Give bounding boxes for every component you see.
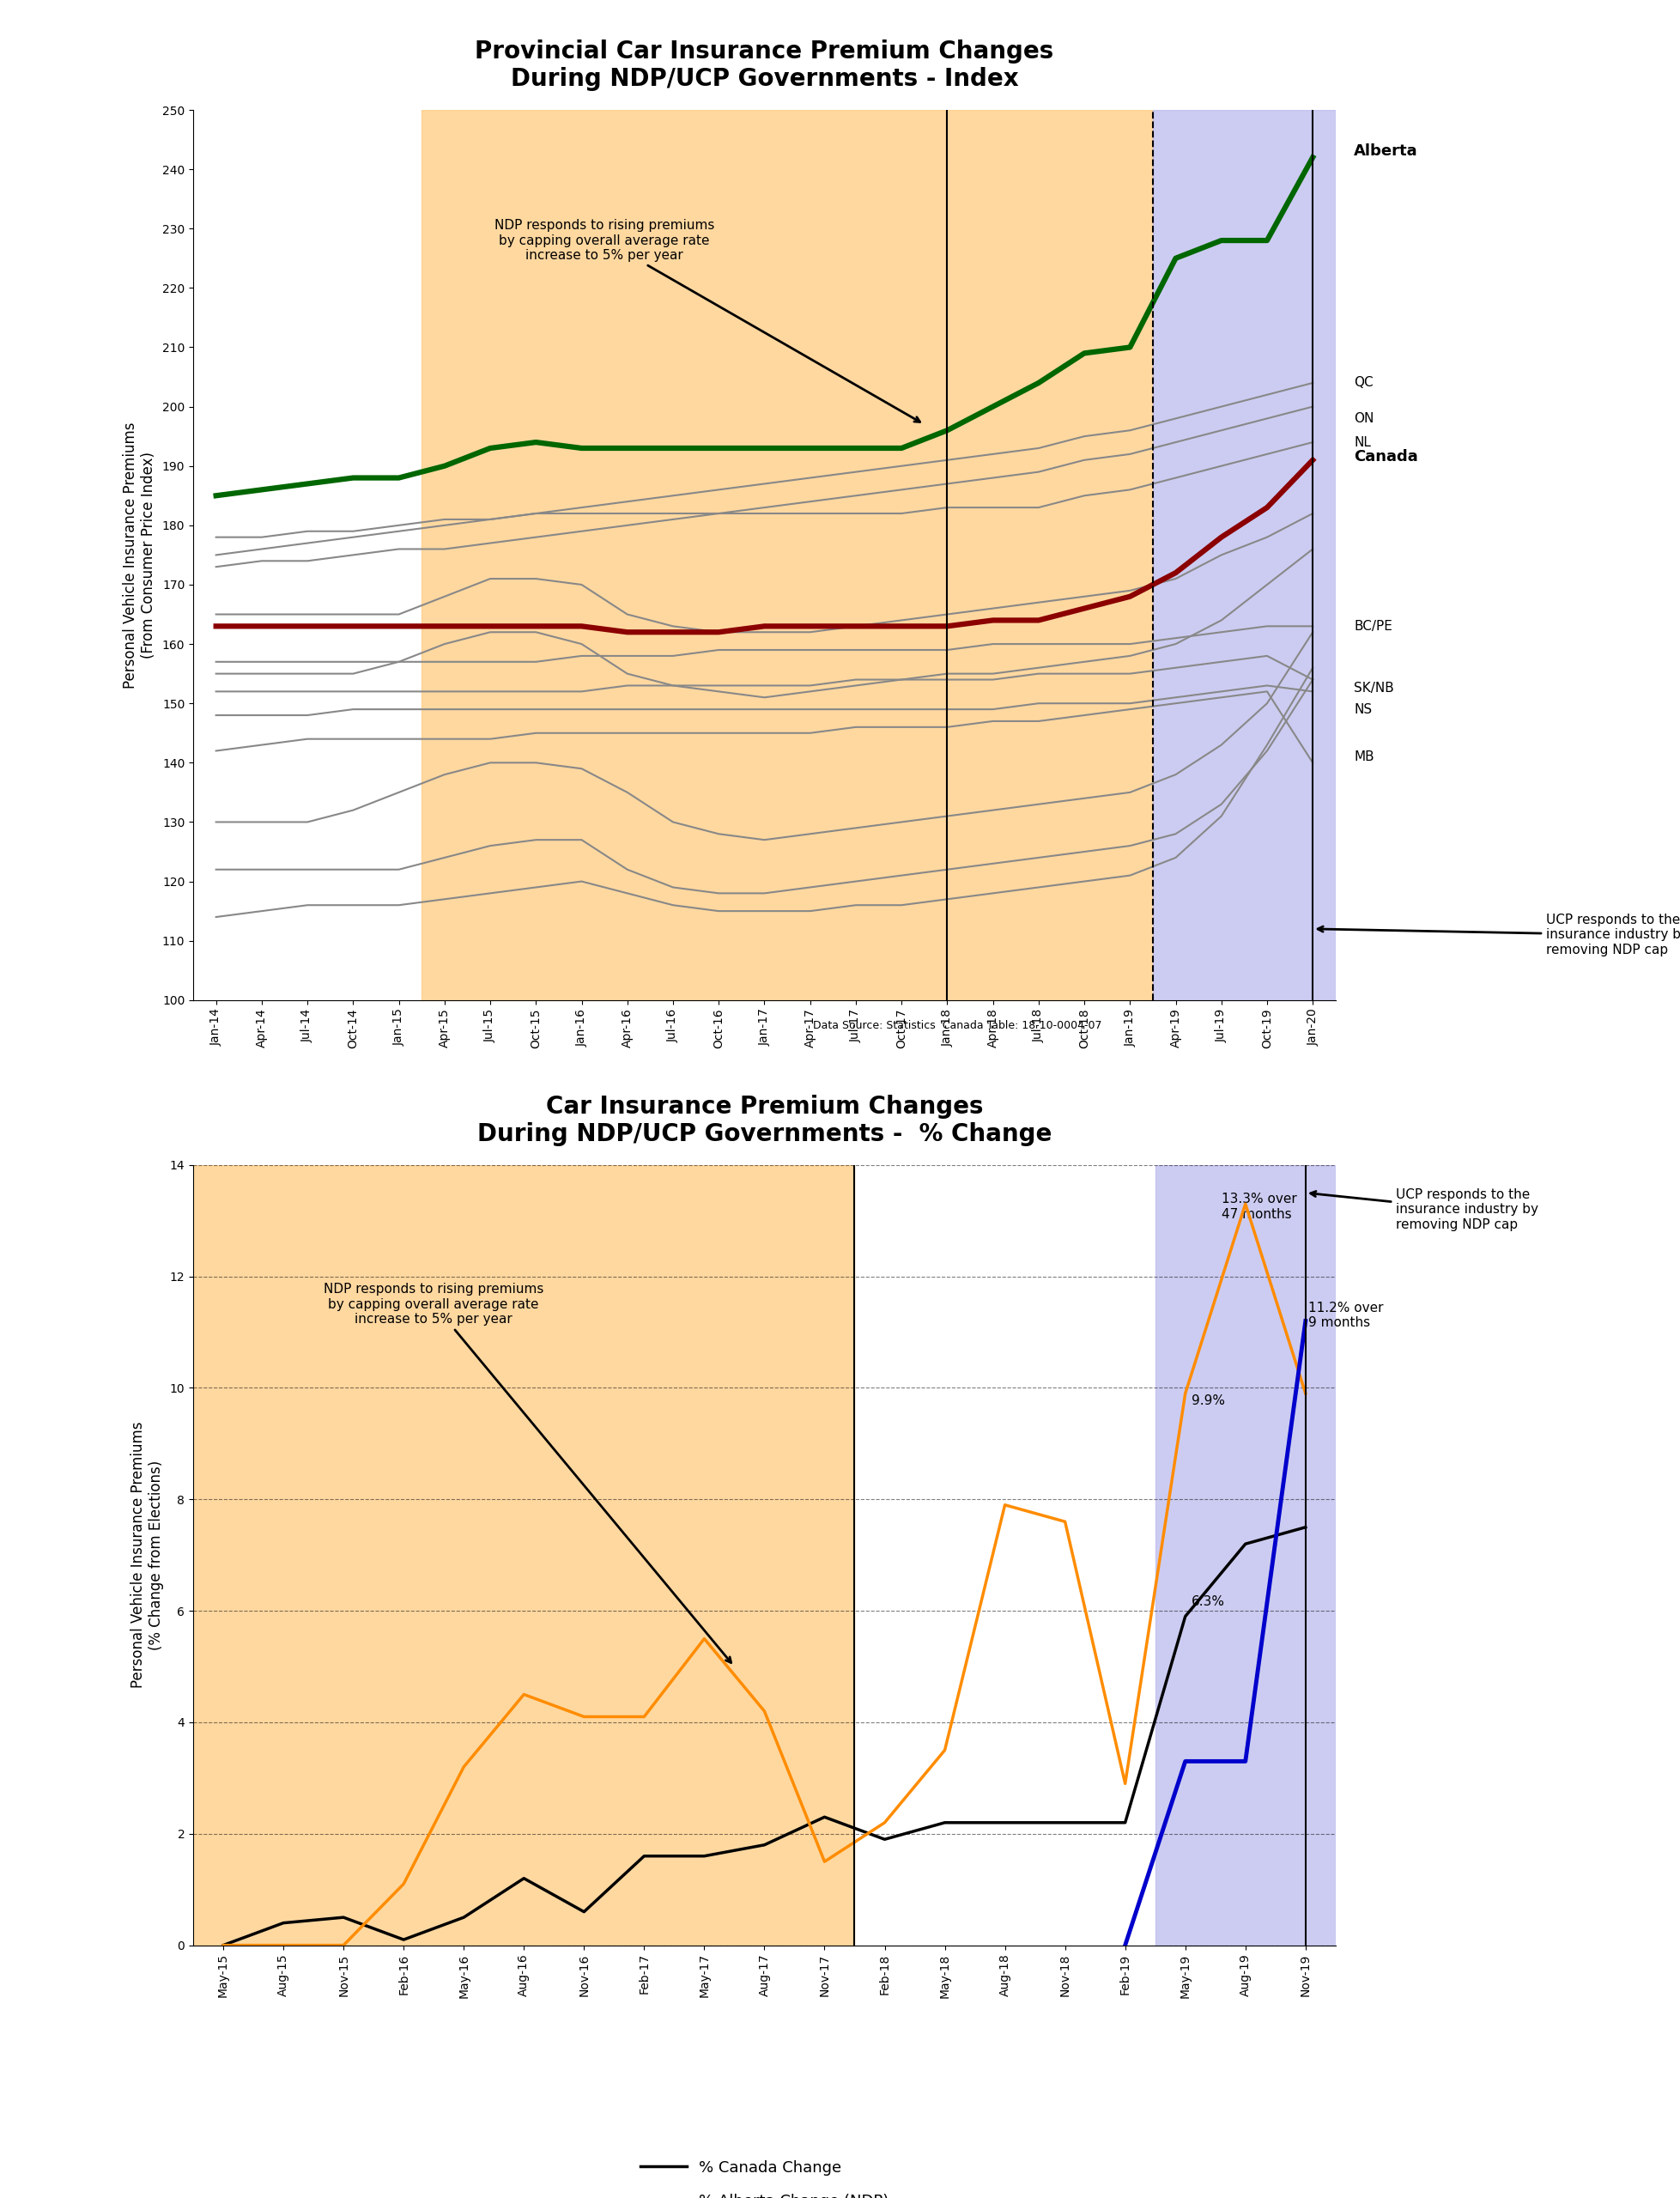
Bar [1152,110,1336,1000]
Text: 11.2% over
9 months: 11.2% over 9 months [1309,1301,1384,1330]
Legend: % Canada Change, % Alberta Change (NDP), % Alberta Change (UCP): % Canada Change, % Alberta Change (NDP),… [633,2154,895,2198]
Text: NL: NL [1354,435,1371,448]
Text: 6.3%: 6.3% [1191,1596,1225,1607]
Text: ON: ON [1354,411,1374,424]
Title: Provincial Car Insurance Premium Changes
During NDP/UCP Governments - Index: Provincial Car Insurance Premium Changes… [475,40,1053,90]
Text: NS: NS [1354,703,1373,717]
Text: MB: MB [1354,750,1374,763]
Y-axis label: Personal Vehicle Insurance Premiums
(% Change from Elections): Personal Vehicle Insurance Premiums (% C… [131,1422,163,1688]
Text: QC: QC [1354,376,1373,389]
Text: NDP responds to rising premiums
by capping overall average rate
increase to 5% p: NDP responds to rising premiums by cappi… [494,220,921,422]
Y-axis label: Personal Vehicle Insurance Premiums
(From Consumer Price Index): Personal Vehicle Insurance Premiums (Fro… [123,422,156,688]
Text: Canada: Canada [1354,448,1418,464]
Text: 9.9%: 9.9% [1191,1394,1225,1407]
Text: UCP responds to the
insurance industry by
removing NDP cap: UCP responds to the insurance industry b… [1317,914,1680,956]
Text: 13.3% over
47 months: 13.3% over 47 months [1221,1194,1297,1220]
Bar [1156,1165,1336,1945]
Text: BC/PE: BC/PE [1354,620,1393,633]
Text: NDP responds to rising premiums
by capping overall average rate
increase to 5% p: NDP responds to rising premiums by cappi… [324,1284,731,1662]
Text: Alberta: Alberta [1354,143,1418,158]
Bar [193,1165,855,1945]
Bar [422,110,1152,1000]
Text: UCP responds to the
insurance industry by
removing NDP cap: UCP responds to the insurance industry b… [1310,1189,1539,1231]
Text: SK/NB: SK/NB [1354,681,1394,695]
Text: Data Source: Statistics  Canada Table: 18-10-0004-07: Data Source: Statistics Canada Table: 18… [813,1020,1102,1031]
Title: Car Insurance Premium Changes
During NDP/UCP Governments -  % Change: Car Insurance Premium Changes During NDP… [477,1095,1052,1145]
